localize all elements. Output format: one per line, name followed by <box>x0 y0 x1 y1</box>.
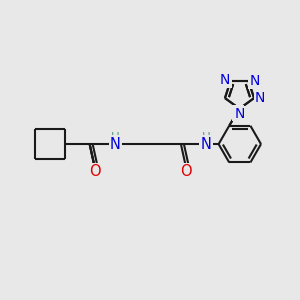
Text: H: H <box>202 131 210 144</box>
Text: N: N <box>220 73 230 86</box>
Text: N: N <box>255 91 265 105</box>
Text: N: N <box>110 136 121 152</box>
Text: H: H <box>111 131 120 144</box>
Text: N: N <box>233 106 243 120</box>
Text: O: O <box>180 164 192 179</box>
Text: N: N <box>200 136 211 152</box>
Text: N: N <box>234 107 245 121</box>
Text: O: O <box>89 164 101 179</box>
Text: N: N <box>249 74 260 88</box>
